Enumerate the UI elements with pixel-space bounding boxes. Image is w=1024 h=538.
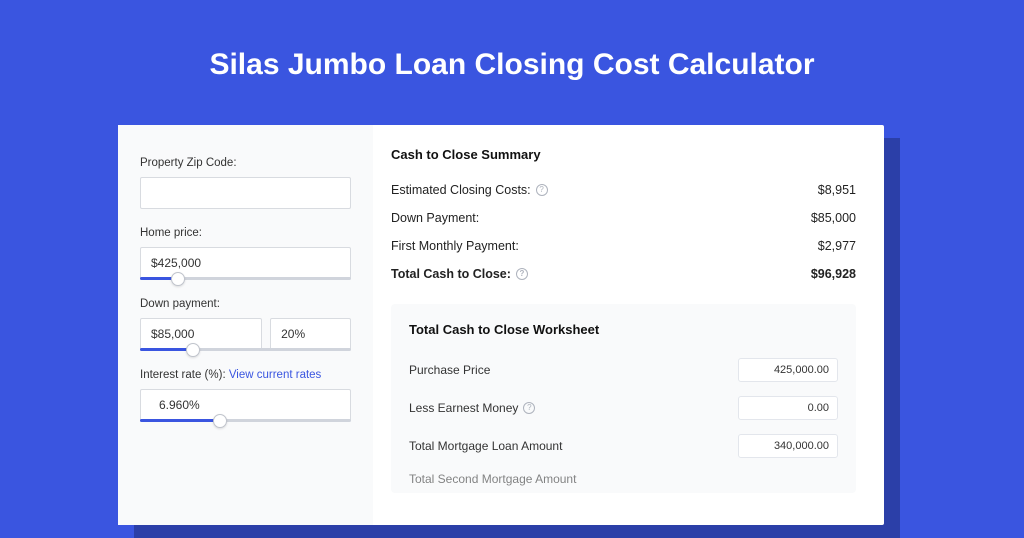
summary-row-value: $96,928: [811, 267, 856, 281]
worksheet-title: Total Cash to Close Worksheet: [409, 322, 838, 337]
down-payment-label: Down payment:: [140, 298, 351, 310]
down-payment-input[interactable]: [140, 318, 262, 350]
zip-input[interactable]: [140, 177, 351, 209]
field-home-price: Home price:: [140, 227, 351, 280]
summary-row-label: First Monthly Payment:: [391, 239, 519, 253]
summary-row-value: $8,951: [818, 183, 856, 197]
field-interest-rate: Interest rate (%): View current rates: [140, 369, 351, 422]
worksheet-row-input[interactable]: [738, 358, 838, 382]
home-price-slider[interactable]: [140, 277, 351, 280]
summary-title: Cash to Close Summary: [391, 147, 856, 162]
help-icon[interactable]: ?: [523, 402, 535, 414]
interest-rate-input[interactable]: [140, 389, 351, 421]
slider-thumb[interactable]: [186, 343, 200, 357]
field-zip: Property Zip Code:: [140, 157, 351, 209]
interest-rate-label-text: Interest rate (%):: [140, 369, 229, 381]
page-title: Silas Jumbo Loan Closing Cost Calculator: [0, 0, 1024, 110]
worksheet-row-label: Purchase Price: [409, 363, 490, 377]
results-panel: Cash to Close Summary Estimated Closing …: [373, 125, 884, 525]
slider-thumb[interactable]: [171, 272, 185, 286]
summary-row: First Monthly Payment: $2,977: [391, 232, 856, 260]
interest-rate-label: Interest rate (%): View current rates: [140, 369, 351, 381]
down-payment-slider[interactable]: [140, 348, 351, 351]
field-down-payment: Down payment:: [140, 298, 351, 351]
help-icon[interactable]: ?: [516, 268, 528, 280]
summary-row-value: $85,000: [811, 211, 856, 225]
summary-row: Down Payment: $85,000: [391, 204, 856, 232]
worksheet-row: Less Earnest Money?: [409, 389, 838, 427]
summary-rows: Estimated Closing Costs:? $8,951 Down Paym…: [391, 176, 856, 288]
worksheet-row-input[interactable]: [738, 396, 838, 420]
worksheet-row-label: Total Mortgage Loan Amount: [409, 439, 562, 453]
worksheet-row-input[interactable]: [738, 434, 838, 458]
worksheet-row: Total Mortgage Loan Amount: [409, 427, 838, 465]
zip-label: Property Zip Code:: [140, 157, 351, 169]
worksheet-rows: Purchase Price Less Earnest Money? Total M…: [409, 351, 838, 465]
summary-row-label: Down Payment:: [391, 211, 479, 225]
inputs-panel: Property Zip Code: Home price: Down paym…: [118, 125, 373, 525]
interest-rate-slider[interactable]: [140, 419, 351, 422]
slider-fill: [140, 419, 220, 422]
worksheet-row-label: Total Second Mortgage Amount: [409, 472, 576, 486]
summary-row-label: Total Cash to Close:?: [391, 267, 528, 281]
worksheet-row: Total Second Mortgage Amount: [409, 465, 838, 493]
home-price-label: Home price:: [140, 227, 351, 239]
view-rates-link[interactable]: View current rates: [229, 369, 321, 381]
worksheet-row-label: Less Earnest Money?: [409, 401, 535, 415]
summary-row-value: $2,977: [818, 239, 856, 253]
help-icon[interactable]: ?: [536, 184, 548, 196]
down-payment-pct-input[interactable]: [270, 318, 351, 350]
worksheet-row: Purchase Price: [409, 351, 838, 389]
worksheet-card: Total Cash to Close Worksheet Purchase P…: [391, 304, 856, 493]
calculator-card: Property Zip Code: Home price: Down paym…: [118, 125, 884, 525]
summary-row: Estimated Closing Costs:? $8,951: [391, 176, 856, 204]
summary-row-label: Estimated Closing Costs:?: [391, 183, 548, 197]
slider-thumb[interactable]: [213, 414, 227, 428]
summary-row: Total Cash to Close:? $96,928: [391, 260, 856, 288]
